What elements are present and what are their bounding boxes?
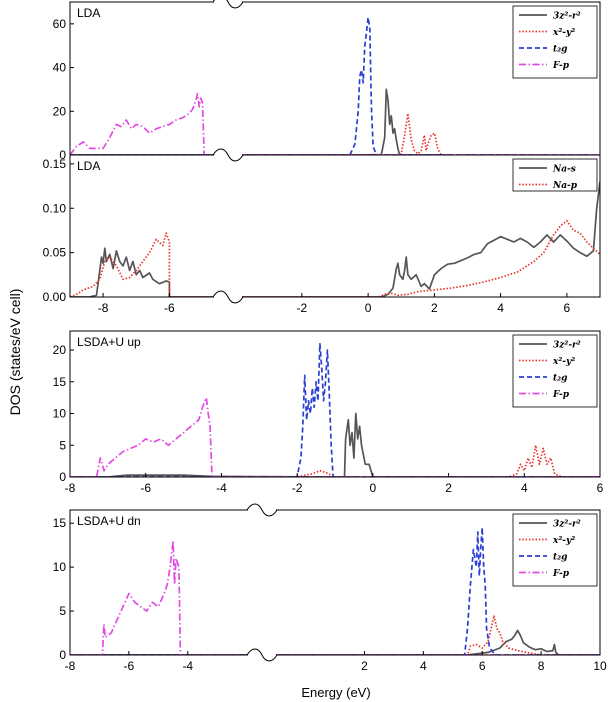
legend-box: [512, 513, 598, 587]
series-line-4: [70, 396, 600, 477]
legend-entry: 3z²-r²: [553, 12, 581, 22]
y-tick-label: 0.10: [43, 201, 67, 215]
y-tick-label: 10: [53, 560, 67, 574]
plot-frame: [69, 330, 601, 478]
y-tick-label: 0.05: [43, 246, 67, 260]
legend-entry: 3z²-r²: [553, 520, 581, 530]
x-tick-label: 2: [445, 481, 452, 495]
x-tick-label: -6: [124, 659, 135, 673]
legend-entry: x²-y²: [552, 536, 575, 546]
legend: 3z²-r² x²-y² t₂g F-p: [512, 513, 598, 587]
dos-panel-4: 0 5 10 15 -8 -6 -4 2 4 6 8 10 LSDA+U dn 3z²-r² x²-y² t₂…: [53, 509, 607, 673]
y-tick-label: 40: [53, 61, 67, 75]
legend-entry: F-p: [552, 569, 570, 579]
legend-box: [512, 158, 598, 192]
legend-entry: 3z²-r²: [553, 341, 581, 351]
axis-break-mark: [246, 648, 278, 662]
legend-entry: x²-y²: [552, 357, 575, 367]
x-tick-label: -8: [98, 301, 109, 315]
y-tick-label: 0: [59, 148, 66, 162]
y-tick-label: 15: [53, 516, 67, 530]
panel-label: LDA: [77, 6, 100, 20]
x-tick-label: 0: [370, 481, 377, 495]
panel-label: LSDA+U up: [77, 335, 141, 349]
series-line-2: [70, 112, 600, 155]
x-tick-label: -4: [182, 659, 193, 673]
plot-frame: [69, 154, 601, 298]
x-tick-label: 2: [431, 301, 438, 315]
legend-entry: t₂g: [553, 45, 567, 55]
legend-entry: x²-y²: [552, 28, 575, 38]
x-tick-label: 2: [361, 659, 368, 673]
x-tick-label: -8: [65, 659, 76, 673]
series-line-3: [70, 526, 600, 655]
legend-entry: t₂g: [553, 553, 567, 563]
y-tick-label: 15: [53, 375, 67, 389]
x-tick-label: -6: [140, 481, 151, 495]
x-tick-label: 6: [597, 481, 604, 495]
legend: 3z²-r² x²-y² t₂g F-p: [512, 5, 598, 79]
plot-frame: [69, 509, 601, 656]
dos-panel-3: 0 5 10 15 20 -8 -6 -4 -2 0 2 4 6 LSDA+U up 3z²-r² x²-y²…: [53, 330, 604, 495]
x-tick-label: -6: [164, 301, 175, 315]
axis-break-mark: [246, 503, 278, 517]
legend-entry: t₂g: [553, 374, 567, 384]
dos-panel-2: 0.00 0.05 0.10 0.15 -8 -6 -2 0 2 4 6 LDA Na-s Na-p: [43, 154, 601, 315]
legend: 3z²-r² x²-y² t₂g F-p: [512, 334, 598, 408]
x-tick-label: 6: [479, 659, 486, 673]
y-tick-label: 5: [59, 604, 66, 618]
y-tick-label: 0.15: [43, 157, 67, 171]
series-line-2: [70, 614, 600, 655]
series-line-4: [70, 92, 600, 155]
legend: Na-s Na-p: [512, 158, 598, 192]
series-line-2: [70, 444, 600, 477]
y-tick-label: 0.00: [43, 290, 67, 304]
legend-box: [512, 334, 598, 408]
series-line-3: [70, 16, 600, 155]
axis-break-mark: [212, 148, 244, 162]
y-tick-label: 20: [53, 343, 67, 357]
panel-label: LSDA+U dn: [77, 514, 141, 528]
x-tick-label: 8: [538, 659, 545, 673]
legend-entry: F-p: [552, 61, 570, 71]
y-tick-label: 0: [59, 470, 66, 484]
x-tick-label: 10: [593, 659, 607, 673]
x-tick-label: 6: [564, 301, 571, 315]
legend-box: [512, 5, 598, 79]
legend-entry: F-p: [552, 390, 570, 400]
series-line-3: [70, 342, 600, 477]
y-tick-label: 20: [53, 104, 67, 118]
series-line-1: [70, 629, 600, 655]
series-line-2: [70, 219, 600, 297]
legend-entry: Na-s: [552, 165, 576, 175]
y-tick-label: 10: [53, 407, 67, 421]
x-tick-label: 4: [420, 659, 427, 673]
x-tick-label: 0: [365, 301, 372, 315]
panel-label: LDA: [77, 159, 100, 173]
x-tick-label: -2: [297, 301, 308, 315]
series-line-1: [70, 412, 600, 477]
axis-break-mark: [212, 290, 244, 304]
series-line-1: [70, 181, 600, 297]
dos-panel-1: 0 20 40 60 LDA 3z²-r² x²-y² t₂g F-p: [53, 1, 601, 162]
y-tick-label: 0: [59, 648, 66, 662]
x-tick-label: -2: [292, 481, 303, 495]
y-tick-label: 5: [59, 438, 66, 452]
x-tick-label: -8: [65, 481, 76, 495]
x-tick-label: 4: [497, 301, 504, 315]
series-line-1: [70, 88, 451, 155]
x-axis-label: Energy (eV): [301, 685, 370, 700]
y-tick-label: 60: [53, 17, 67, 31]
legend-entry: Na-p: [552, 181, 578, 191]
x-tick-label: -4: [216, 481, 227, 495]
y-axis-label: DOS (states/eV cell): [7, 289, 23, 416]
x-tick-label: 4: [521, 481, 528, 495]
axis-break-mark: [212, 0, 244, 9]
